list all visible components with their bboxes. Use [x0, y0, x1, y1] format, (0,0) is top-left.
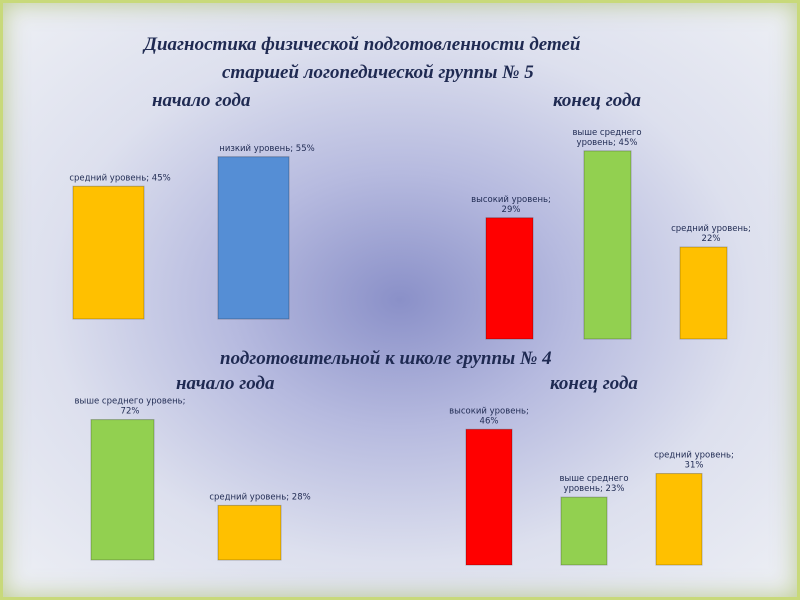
chart-1-bar-2 [217, 156, 290, 320]
chart-4-bar-2 [560, 496, 608, 566]
title-line-4: подготовительной к школе группы № 4 [220, 348, 552, 369]
chart-1-bar-1 [72, 185, 145, 320]
chart-3-data-label-1-line-2: 72% [121, 407, 140, 417]
chart-2-bar-1 [485, 217, 534, 340]
chart-4-data-label-2-line-2: уровень; 23% [564, 484, 625, 494]
title-line-2: старшей логопедической группы № 5 [222, 62, 534, 83]
chart-2-bar-2 [583, 150, 632, 340]
chart-4-data-label-1-line-1: высокий уровень; [449, 406, 529, 416]
chart-1-data-label-1-line-1: средний уровень; 45% [69, 173, 170, 183]
section-1-start-label: начало года [152, 90, 251, 111]
section-1-end-label: конец года [553, 90, 641, 111]
chart-2-data-label-1-line-2: 29% [502, 205, 521, 215]
title-line-1: Диагностика физической подготовленности … [144, 34, 581, 55]
chart-2-data-label-2-line-2: уровень; 45% [577, 138, 638, 148]
chart-2-data-label-3-line-2: 22% [702, 234, 721, 244]
chart-2-data-label-3-line-1: средний уровень; [671, 224, 751, 234]
chart-4-data-label-3-line-2: 31% [685, 461, 704, 471]
section-2-end-label: конец года [550, 373, 638, 394]
chart-2-data-label-1-line-1: высокий уровень; [471, 195, 551, 205]
chart-3-data-label-1-line-1: выше среднего уровень; [74, 397, 185, 407]
chart-3-data-label-2-line-1: средний уровень; 28% [209, 492, 310, 502]
chart-1-data-label-2-line-1: низкий уровень; 55% [219, 144, 314, 154]
chart-3-bar-1 [90, 419, 155, 561]
chart-4-bar-1 [465, 428, 513, 566]
chart-2-bar-3 [679, 246, 728, 340]
chart-4-data-label-1-line-2: 46% [480, 416, 499, 426]
chart-4-data-label-2-line-1: выше среднего [559, 474, 628, 484]
chart-4-bar-3 [655, 473, 703, 566]
chart-4-data-label-3-line-1: средний уровень; [654, 451, 734, 461]
chart-3-bar-2 [217, 504, 282, 561]
section-2-start-label: начало года [176, 373, 275, 394]
chart-2-data-label-2-line-1: выше среднего [572, 128, 641, 138]
